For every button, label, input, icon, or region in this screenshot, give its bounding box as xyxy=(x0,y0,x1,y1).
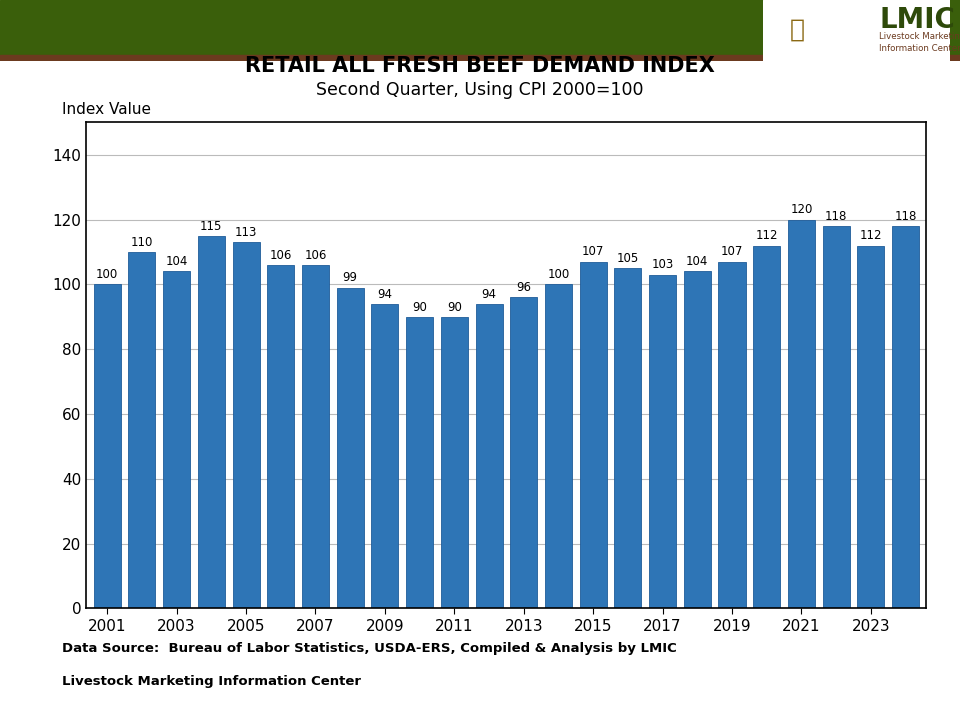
Text: Second Quarter, Using CPI 2000=100: Second Quarter, Using CPI 2000=100 xyxy=(316,81,644,99)
Bar xyxy=(129,252,156,608)
Bar xyxy=(510,297,538,608)
Text: LMIC: LMIC xyxy=(879,6,955,34)
Text: 118: 118 xyxy=(895,210,917,223)
Text: RETAIL ALL FRESH BEEF DEMAND INDEX: RETAIL ALL FRESH BEEF DEMAND INDEX xyxy=(245,55,715,76)
Text: 120: 120 xyxy=(790,203,812,216)
Text: 104: 104 xyxy=(686,255,708,268)
Bar xyxy=(232,242,259,608)
Bar xyxy=(892,226,919,608)
Bar xyxy=(580,262,607,608)
Text: Livestock Marketing Information Center: Livestock Marketing Information Center xyxy=(62,675,361,688)
Bar xyxy=(649,274,676,608)
Text: 118: 118 xyxy=(825,210,848,223)
Bar xyxy=(718,262,746,608)
Text: 106: 106 xyxy=(270,248,292,262)
Text: 90: 90 xyxy=(412,300,427,313)
Bar xyxy=(614,268,641,608)
Text: 104: 104 xyxy=(165,255,188,268)
Bar xyxy=(857,246,884,608)
Text: 107: 107 xyxy=(582,246,605,258)
Bar xyxy=(94,284,121,608)
Bar xyxy=(788,220,815,608)
Text: Livestock Marketing
Information Center: Livestock Marketing Information Center xyxy=(879,32,960,53)
Bar xyxy=(372,304,398,608)
Bar xyxy=(823,226,850,608)
Text: 103: 103 xyxy=(652,258,674,271)
Bar xyxy=(267,265,295,608)
Bar xyxy=(0,55,960,61)
Text: 90: 90 xyxy=(447,300,462,313)
Text: 100: 100 xyxy=(547,268,569,281)
Text: 105: 105 xyxy=(616,252,639,265)
Text: 99: 99 xyxy=(343,271,358,284)
Text: 100: 100 xyxy=(96,268,118,281)
Text: 112: 112 xyxy=(859,229,882,242)
Text: 112: 112 xyxy=(756,229,778,242)
Bar xyxy=(163,271,190,608)
Text: 🐄: 🐄 xyxy=(789,18,804,42)
Bar xyxy=(441,317,468,608)
Bar xyxy=(406,317,433,608)
Text: 106: 106 xyxy=(304,248,326,262)
Text: 96: 96 xyxy=(516,281,531,294)
Bar xyxy=(475,304,503,608)
Bar xyxy=(545,284,572,608)
Text: 94: 94 xyxy=(377,287,393,301)
Bar xyxy=(302,265,329,608)
Bar xyxy=(754,246,780,608)
Text: 115: 115 xyxy=(201,220,223,233)
Text: 94: 94 xyxy=(482,287,496,301)
Bar xyxy=(198,235,225,608)
Bar xyxy=(684,271,710,608)
Text: Index Value: Index Value xyxy=(62,102,152,117)
Text: 113: 113 xyxy=(235,226,257,239)
Bar xyxy=(337,287,364,608)
Text: Data Source:  Bureau of Labor Statistics, USDA-ERS, Compiled & Analysis by LMIC: Data Source: Bureau of Labor Statistics,… xyxy=(62,642,677,655)
Text: 107: 107 xyxy=(721,246,743,258)
Text: 110: 110 xyxy=(131,235,154,248)
